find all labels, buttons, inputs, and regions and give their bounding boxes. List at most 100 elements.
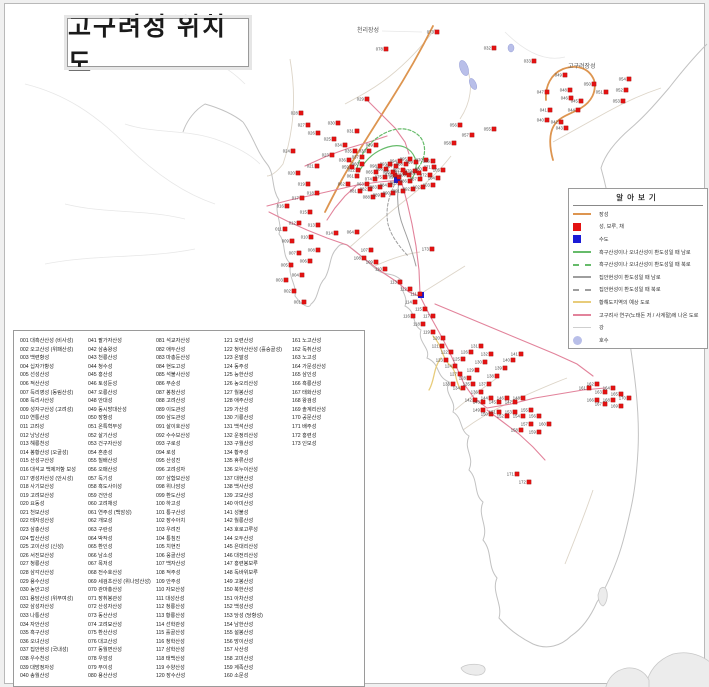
fortress-list-item: 011 고려성 [20, 423, 45, 430]
legend-item-label: 고구려사 연구(노태돈 저 / 사계절)에 나온 도로 [599, 312, 699, 319]
fortress-marker [410, 186, 416, 192]
fortress-marker-number: 168 [603, 398, 611, 403]
fortress-list-item: 154 남한산성 [224, 621, 254, 628]
fortress-marker-number: 078 [376, 47, 384, 52]
fortress-list-item: 133 구월산성 [224, 441, 254, 448]
fortress-list-item: 166 흑룡산성 [292, 380, 322, 387]
road-yellow [428, 357, 442, 391]
legend-swatch-square-icon [573, 222, 599, 231]
fortress-list-item: 151 아차산성 [224, 595, 254, 602]
fortress-marker-number: 048 [560, 88, 568, 93]
fortress-marker [373, 142, 379, 148]
fortress-marker-number: 165 [611, 392, 619, 397]
fortress-marker-number: 019 [298, 182, 306, 187]
fortress-marker [333, 230, 339, 236]
fortress-marker-number: 107 [361, 248, 369, 253]
fortress-marker-number: 012 [289, 221, 297, 226]
fortress-marker [422, 166, 428, 172]
legend-swatch [573, 276, 591, 279]
fortress-marker-number: 029 [357, 97, 365, 102]
fortress-marker-number: 046 [561, 96, 569, 101]
fortress-marker-number: 137 [479, 382, 487, 387]
fortress-marker [355, 167, 361, 173]
fortress-list-item: 170 공문산성 [292, 415, 322, 422]
fortress-marker-number: 096 [383, 170, 391, 175]
fortress-marker [314, 190, 320, 196]
fortress-marker-number: 162 [587, 382, 595, 387]
legend-swatch-line-icon [573, 314, 599, 317]
fortress-marker-number: 118 [413, 322, 420, 327]
fortress-marker-number: 044 [568, 108, 576, 113]
fortress-marker-number: 102 [413, 185, 421, 190]
fortress-list-item: 137 대현산성 [224, 475, 254, 482]
terrain-line [124, 123, 261, 165]
fortress-marker [528, 407, 534, 413]
fortress-list-item: 071 장취봉관성 [88, 595, 122, 602]
fortress-marker-number: 008 [308, 248, 316, 253]
fortress-marker [544, 117, 550, 123]
fortress-list-item: 092 수수보산성 [156, 432, 190, 439]
legend-swatch-circle-icon [573, 335, 599, 345]
fortress-marker [469, 132, 475, 138]
fortress-marker [518, 427, 524, 433]
fortress-list-item: 158 고미산성 [224, 655, 254, 662]
fortress-marker-number: 024 [283, 149, 291, 154]
terrain-line [44, 248, 196, 265]
fortress-list-item: 115 흘골산성 [156, 630, 185, 637]
fortress-marker [618, 403, 624, 409]
river [564, 489, 594, 565]
fortress-marker [364, 96, 370, 102]
fortress-marker [329, 152, 335, 158]
terrain-line [381, 30, 423, 33]
fortress-marker-number: 005 [281, 263, 289, 268]
page-title: 고구려성 위치도 [68, 12, 227, 77]
legend-item: 흑구산성이나 오녀산성이 환도성일 때 남로 [573, 246, 703, 259]
fortress-marker-number: 035 [345, 149, 353, 154]
fortress-marker-number: 039 [366, 143, 374, 148]
fortress-marker-number: 004 [292, 273, 300, 278]
fortress-list-item: 139 고모산성 [224, 492, 254, 499]
fortress-marker [308, 234, 314, 240]
fortress-marker [578, 98, 584, 104]
fortress-marker-number: 015 [300, 210, 308, 215]
fortress-marker-number: 007 [289, 251, 297, 256]
fortress-marker [383, 166, 389, 172]
fortress-marker-number: 121 [432, 344, 440, 349]
fortress-marker [397, 180, 403, 186]
fortress-list-item: 094 로성 [156, 449, 176, 456]
fortress-marker [526, 479, 532, 485]
fortress-marker-number: 066 [376, 167, 384, 172]
fortress-marker [430, 329, 436, 335]
fortress-marker [364, 181, 370, 187]
fortress-marker-number: 001 [294, 300, 302, 305]
fortress-marker [528, 421, 534, 427]
fortress-marker-number: 123 [436, 358, 444, 363]
fortress-marker-number: 009 [282, 239, 290, 244]
fortress-marker [562, 72, 568, 78]
fortress-marker [610, 385, 616, 391]
fortress-marker [427, 172, 433, 178]
fortress-marker-number: 163 [595, 390, 603, 395]
fortress-list-item: 082 애두산성 [156, 346, 186, 353]
fortress-list-item: 104 통침진 [156, 535, 181, 542]
fortress-list-item: 141 성불성 [224, 509, 249, 516]
legend-item-label: 흑구산성이나 오녀산성이 환도성일 때 남로 [599, 249, 691, 256]
fortress-marker-number: 140 [503, 358, 511, 363]
fortress-marker [368, 247, 374, 253]
fortress-index-list: 001 대흑산산성 (비사성) 002 오고산성 (위패산성) 003 백련항성 00… [13, 330, 365, 687]
fortress-marker [299, 195, 305, 201]
fortress-marker-number: 125 [453, 357, 461, 362]
fortress-list-item: 083 마총둔산성 [156, 355, 190, 362]
fortress-marker-number: 159 [529, 430, 537, 435]
fortress-list-item: 152 백성산성 [224, 604, 254, 611]
fortress-list-item: 162 독취산성 [292, 346, 322, 353]
fortress-marker-number: 158 [511, 428, 519, 433]
legend-item-label: 황해도지역의 예상 도로 [599, 299, 650, 306]
fortress-marker-number: 043 [556, 126, 564, 131]
fortress-list-item: 043 천룡산성 [88, 355, 118, 362]
fortress-list-column: 121 오련산성 122 청아산산성 (흘승골성) 123 온말성 124 동주성 12… [224, 337, 292, 682]
legend-swatch-line-icon [573, 301, 599, 304]
river [416, 265, 466, 297]
legend-item: 흑구산성이나 오녀산성이 환도성일 때 북로 [573, 258, 703, 271]
fortress-marker-number: 034 [335, 143, 343, 148]
